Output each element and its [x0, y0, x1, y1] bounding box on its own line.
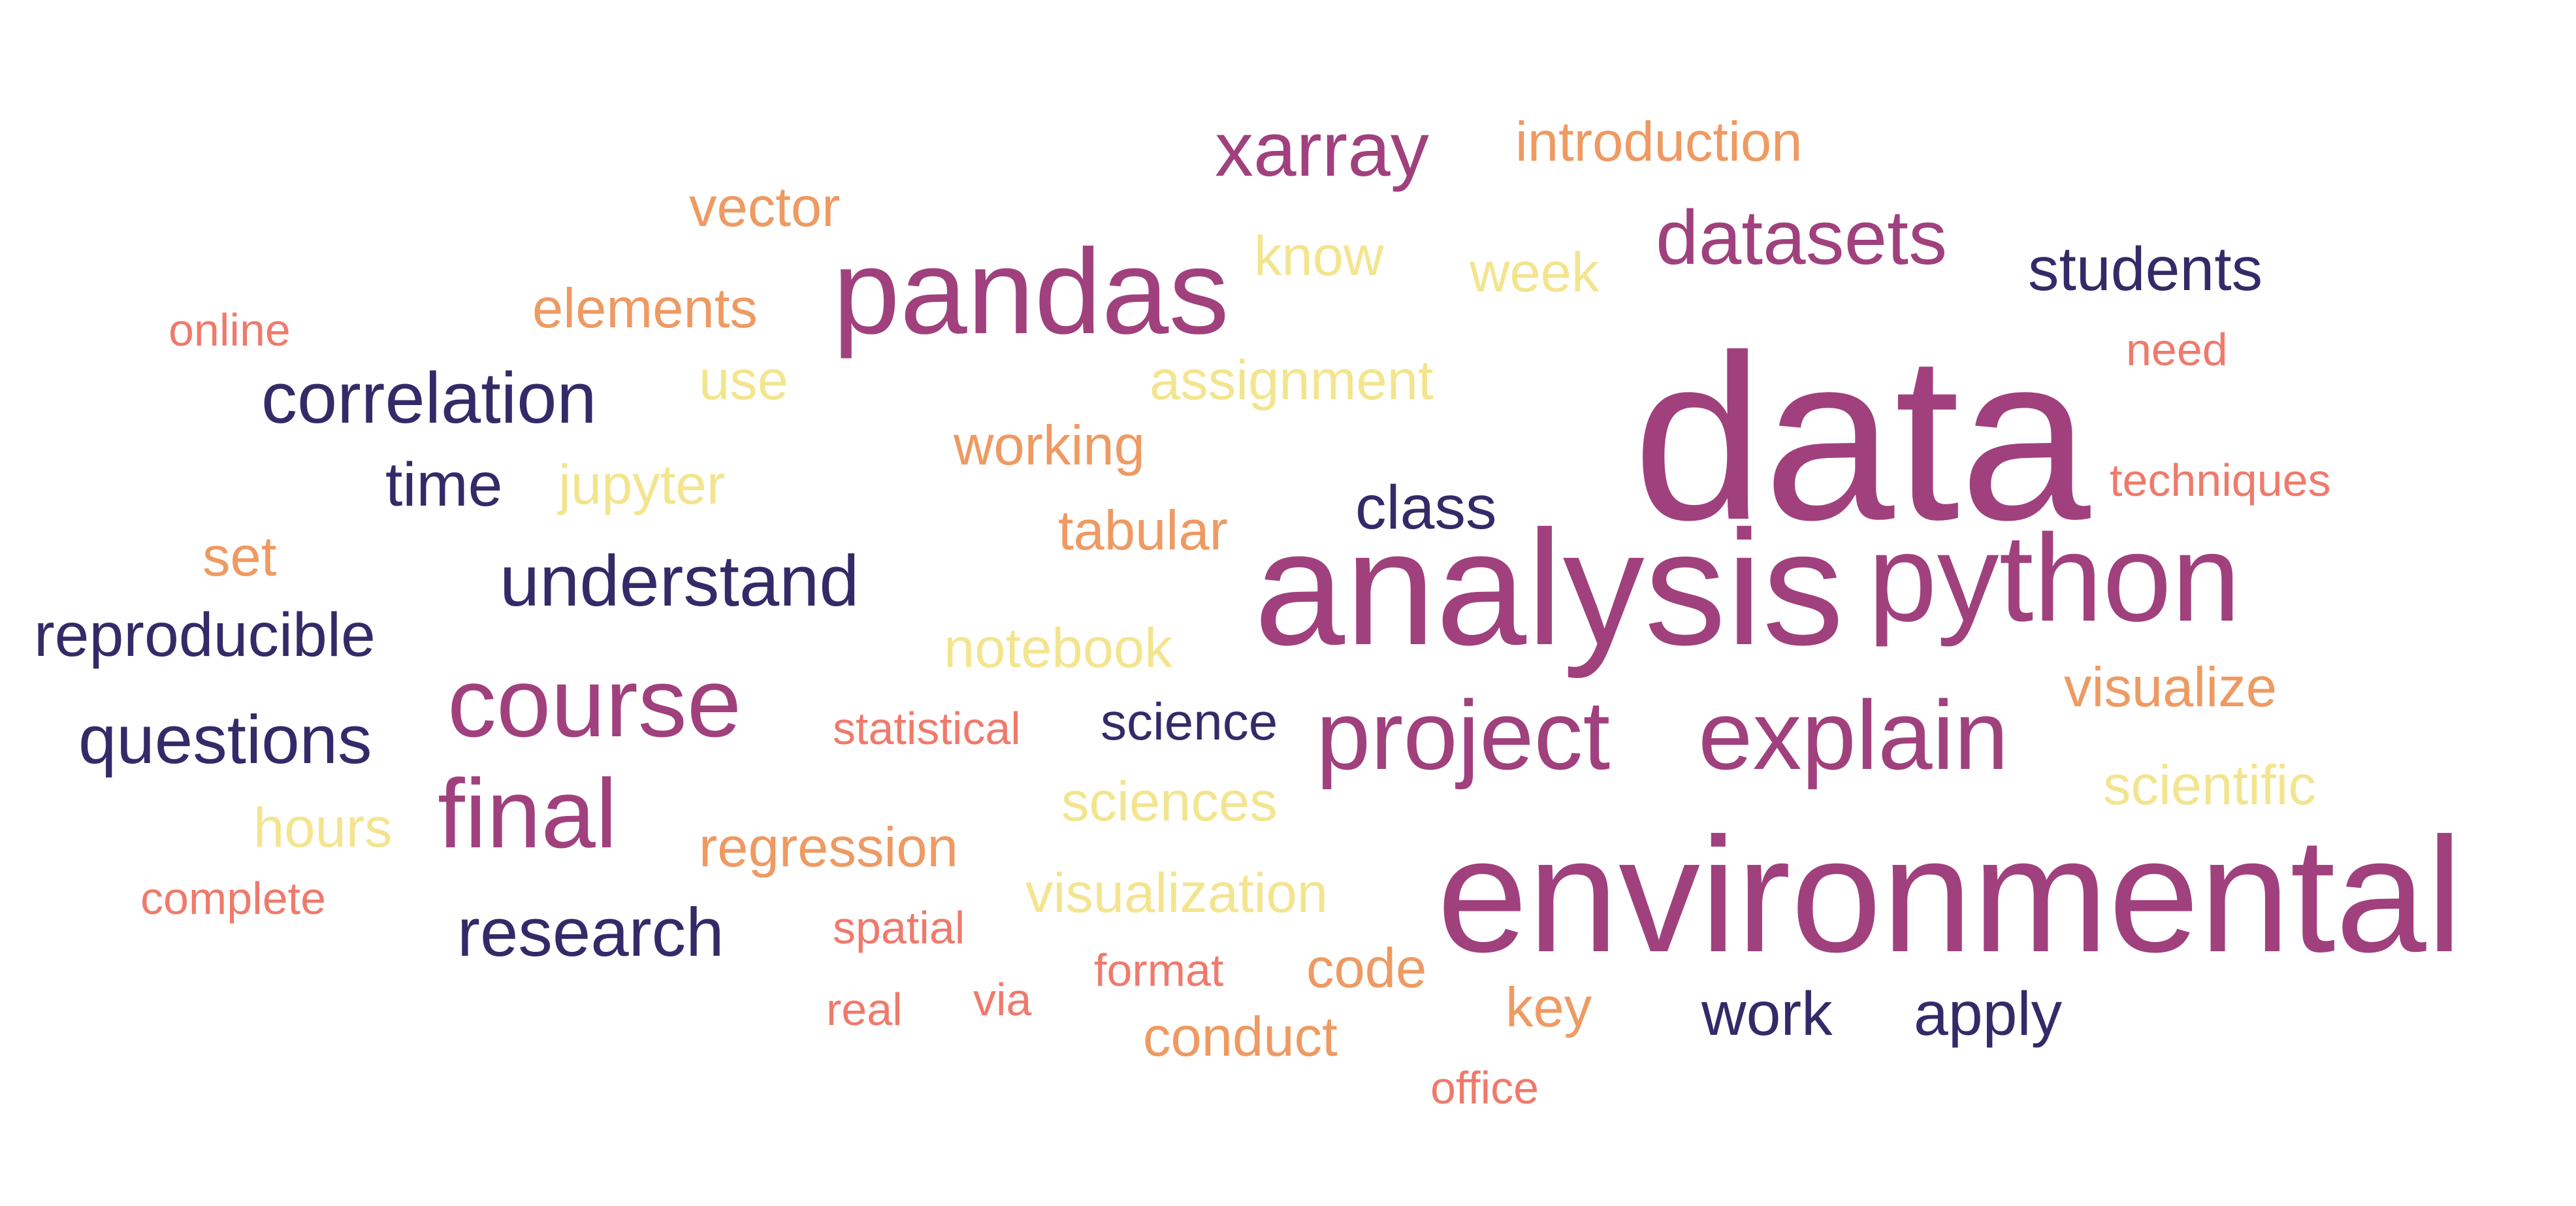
word-visualization: visualization: [1025, 862, 1328, 924]
word-scientific: scientific: [2103, 755, 2316, 817]
word-statistical: statistical: [833, 703, 1021, 754]
word-pandas: pandas: [833, 225, 1229, 359]
word-class: class: [1355, 473, 1497, 542]
word-apply: apply: [1914, 979, 2063, 1049]
word-science: science: [1101, 693, 1278, 751]
word-hours: hours: [253, 797, 393, 859]
word-reproducible: reproducible: [34, 600, 376, 670]
word-research: research: [457, 894, 724, 971]
word-course: course: [447, 647, 742, 757]
word-need: need: [2126, 324, 2228, 375]
word-understand: understand: [500, 541, 860, 621]
word-assignment: assignment: [1150, 350, 1434, 412]
word-jupyter: jupyter: [558, 454, 726, 516]
word-python: python: [1868, 509, 2241, 647]
word-tabular: tabular: [1058, 500, 1228, 562]
word-complete: complete: [140, 873, 327, 924]
word-project: project: [1316, 680, 1611, 790]
word-via: via: [973, 974, 1032, 1025]
word-work: work: [1701, 979, 1833, 1049]
word-week: week: [1470, 242, 1600, 304]
word-techniques: techniques: [2110, 455, 2331, 506]
word-datasets: datasets: [1656, 195, 1948, 281]
word-visualize: visualize: [2064, 657, 2277, 719]
word-office: office: [1430, 1062, 1539, 1113]
word-know: know: [1254, 225, 1384, 287]
word-set: set: [202, 526, 277, 588]
word-working: working: [954, 415, 1145, 477]
word-data: data: [1633, 306, 2091, 569]
word-elements: elements: [532, 278, 758, 340]
word-final: final: [438, 758, 618, 868]
word-regression: regression: [699, 817, 958, 879]
word-real: real: [826, 984, 903, 1035]
word-code: code: [1306, 937, 1427, 1000]
word-vector: vector: [689, 176, 841, 238]
word-analysis: analysis: [1254, 497, 1844, 679]
word-explain: explain: [1698, 680, 2009, 790]
word-online: online: [169, 304, 291, 355]
word-use: use: [699, 350, 789, 412]
word-students: students: [2028, 235, 2263, 304]
word-time: time: [385, 450, 503, 519]
word-key: key: [1505, 977, 1592, 1039]
word-questions: questions: [78, 702, 372, 778]
word-sciences: sciences: [1061, 771, 1278, 833]
word-xarray: xarray: [1215, 106, 1429, 193]
word-correlation: correlation: [261, 358, 597, 438]
word-introduction: introduction: [1515, 111, 1803, 173]
word-spatial: spatial: [833, 902, 965, 953]
word-environmental: environmental: [1437, 804, 2463, 986]
word-format: format: [1094, 945, 1224, 996]
word-notebook: notebook: [944, 617, 1172, 679]
word-conduct: conduct: [1143, 1006, 1338, 1068]
